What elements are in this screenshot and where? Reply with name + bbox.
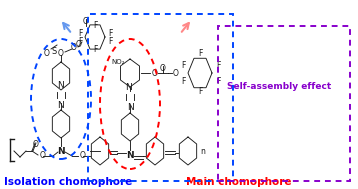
Text: F: F [216, 60, 220, 70]
Bar [88, 14, 233, 181]
Text: S: S [52, 47, 57, 57]
Text: F: F [108, 29, 112, 37]
Text: O: O [58, 49, 64, 57]
Text: F: F [78, 36, 82, 46]
Text: F: F [181, 77, 185, 85]
Text: F: F [93, 44, 97, 53]
Text: O: O [44, 49, 50, 57]
Text: O: O [76, 40, 82, 49]
Text: NO₂: NO₂ [111, 59, 125, 65]
Text: n: n [200, 147, 205, 156]
Text: Main chomophore: Main chomophore [186, 177, 292, 187]
Text: F: F [198, 50, 202, 59]
Text: O: O [173, 68, 179, 77]
Text: Isolation chomophore: Isolation chomophore [4, 177, 132, 187]
Bar [218, 26, 350, 181]
Text: O: O [33, 140, 39, 149]
Text: O: O [83, 17, 89, 26]
Text: F: F [198, 88, 202, 97]
Text: N: N [126, 152, 134, 160]
Text: F: F [181, 60, 185, 70]
Text: F: F [78, 29, 82, 37]
Text: O: O [40, 152, 46, 160]
Text: Self-assembly effect: Self-assembly effect [227, 82, 332, 91]
Text: N: N [127, 103, 134, 112]
Text: N: N [57, 147, 65, 156]
Text: O: O [152, 68, 158, 77]
Text: F: F [93, 22, 97, 30]
Text: F: F [108, 36, 112, 46]
Text: O: O [80, 152, 86, 160]
Text: N: N [58, 101, 64, 110]
Text: N: N [125, 83, 131, 92]
Text: O: O [160, 64, 166, 73]
Text: O: O [71, 43, 77, 53]
Text: N: N [58, 81, 64, 90]
Text: F: F [216, 77, 220, 85]
